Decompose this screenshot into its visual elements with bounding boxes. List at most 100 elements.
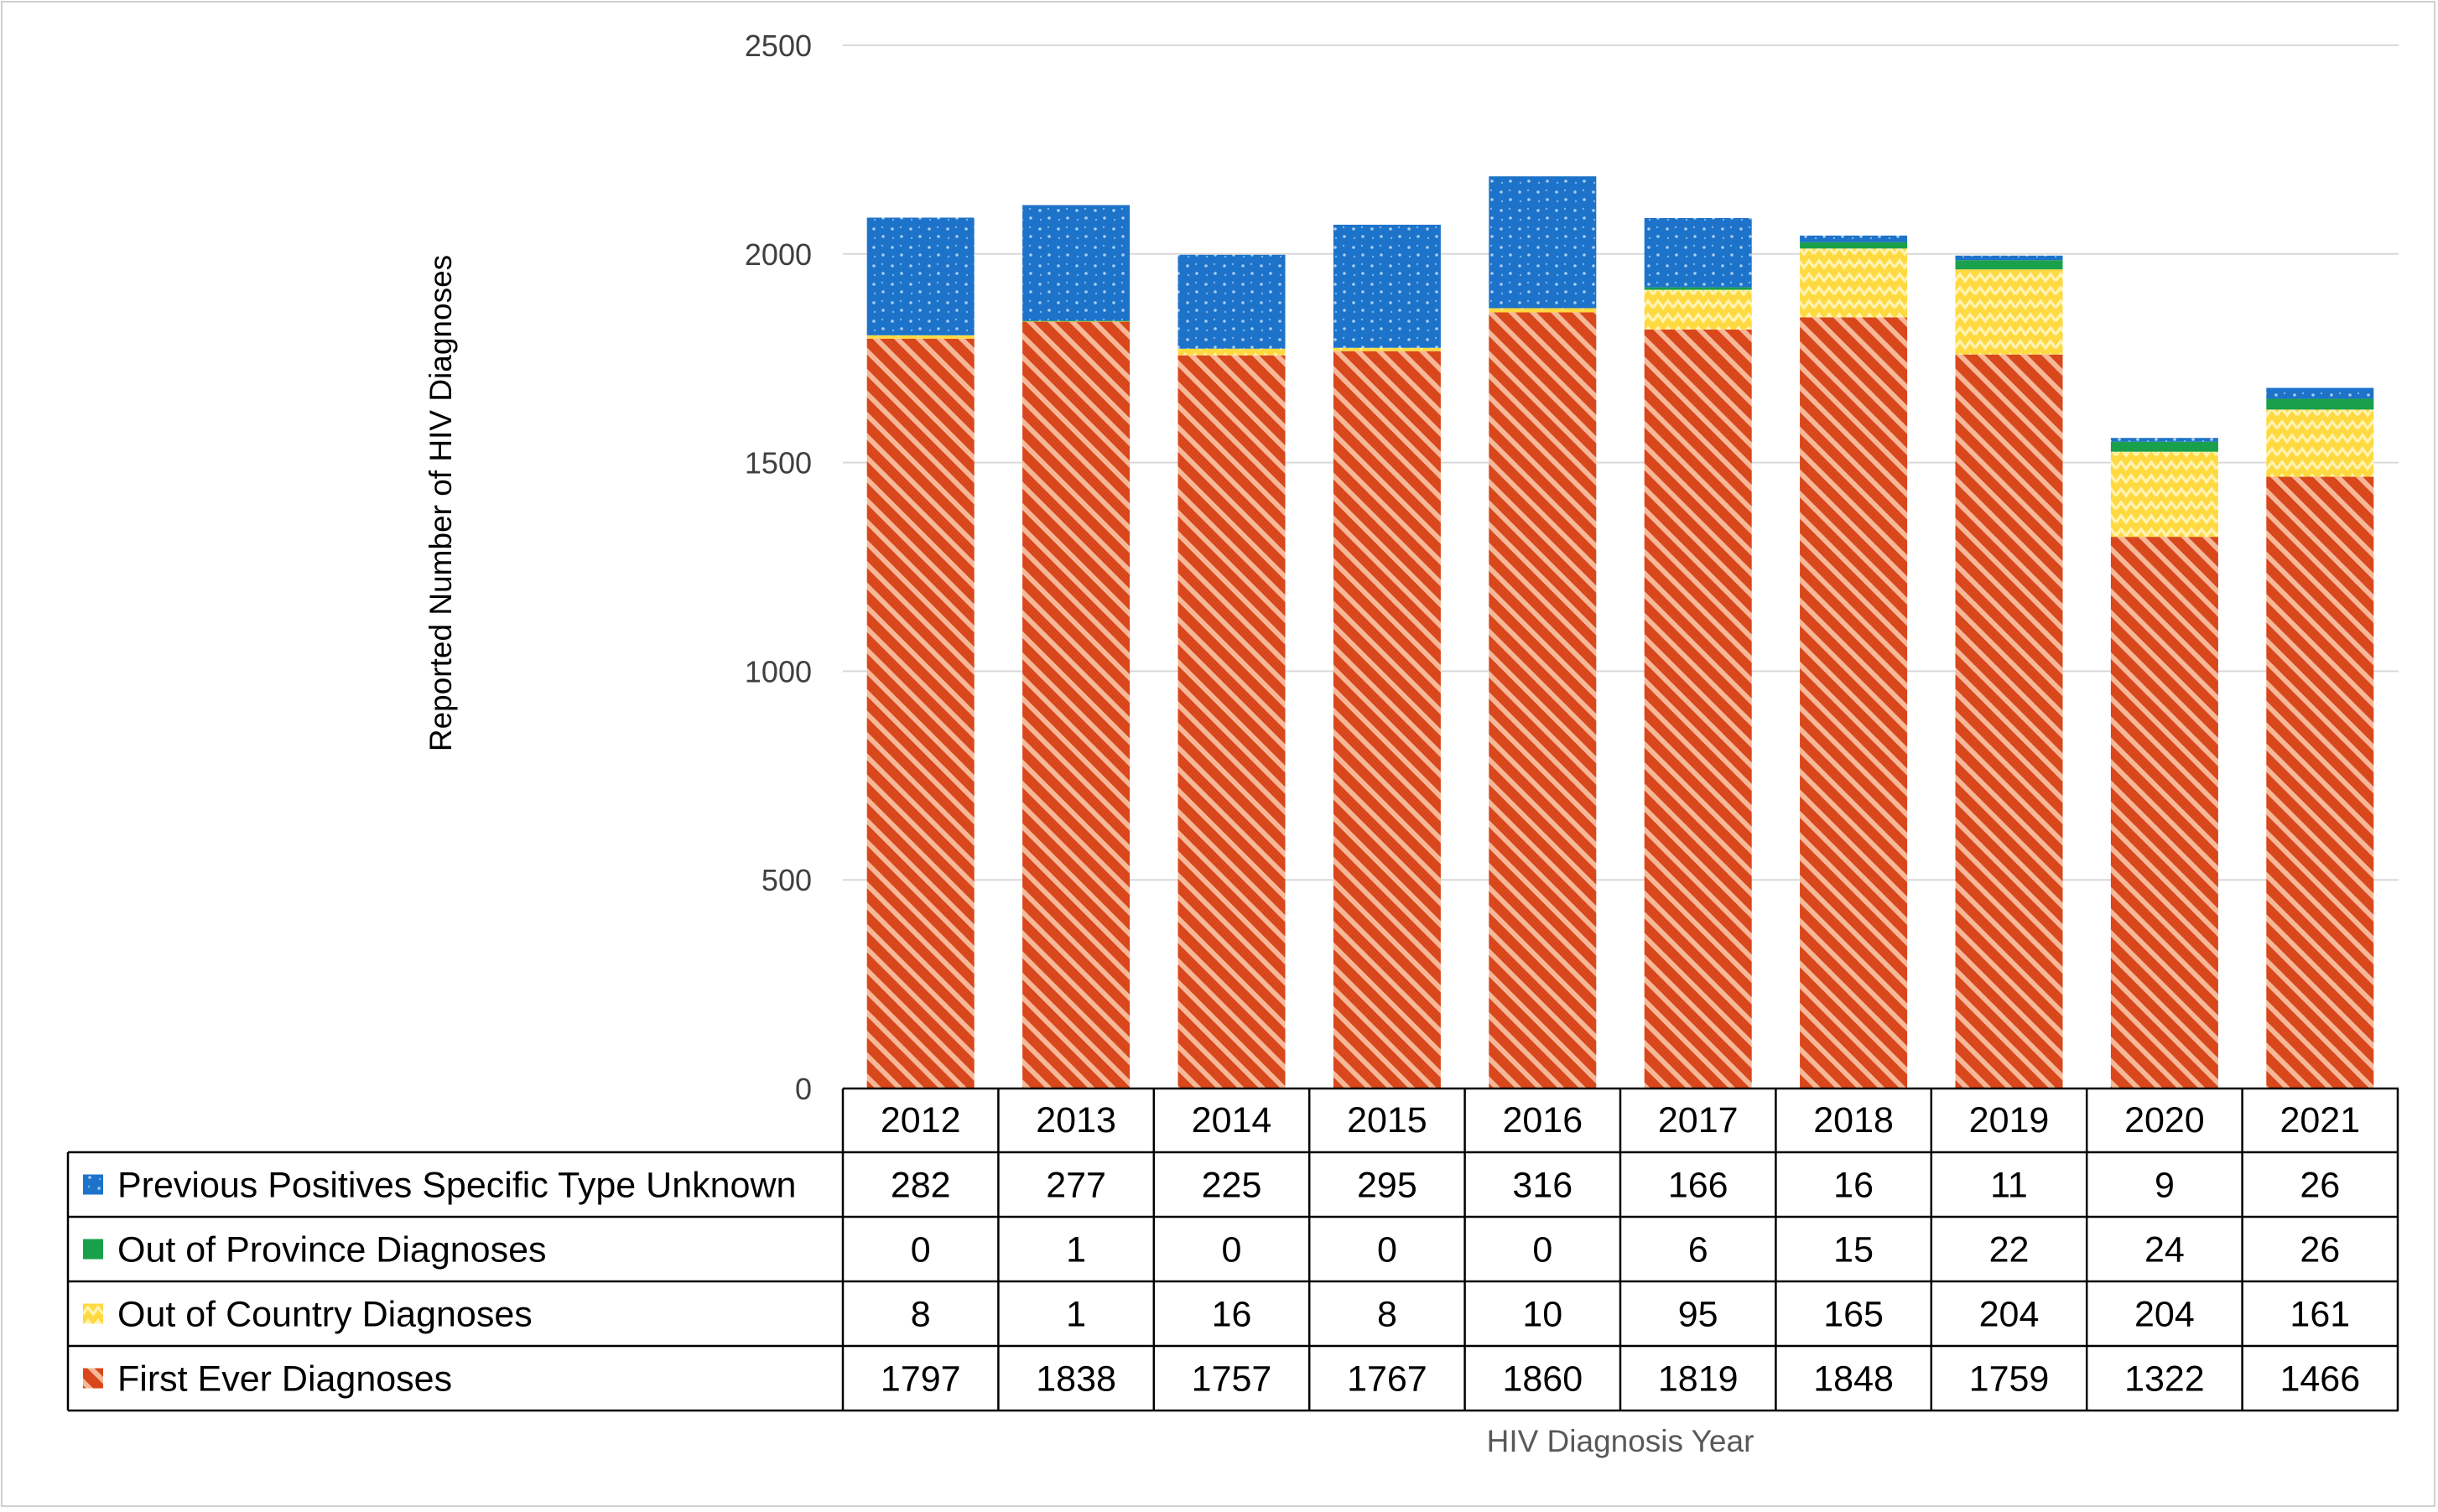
table-cell-value: 1838 [1036,1359,1116,1400]
table-cell-value: 165 [1823,1295,1884,1335]
table-cell-value: 1757 [1192,1359,1272,1400]
table-cell-value: 1860 [1502,1359,1583,1400]
bar-out-of-country-diagnoses-2018 [1800,248,1908,318]
bar-previous-positives-specific-type-unknown-2016 [1489,176,1597,309]
table-cell-value: 166 [1668,1166,1728,1206]
bar-out-of-country-diagnoses-2019 [1955,269,2063,355]
bar-previous-positives-specific-type-unknown-2014 [1177,254,1286,349]
bar-previous-positives-specific-type-unknown-2017 [1644,218,1752,288]
bar-first-ever-diagnoses-2014 [1177,355,1286,1089]
table-cell-value: 1466 [2279,1359,2360,1400]
bar-previous-positives-specific-type-unknown-2021 [2266,387,2374,399]
table-cell-value: 0 [911,1230,931,1270]
y-tick-label: 500 [762,863,812,897]
data-table: 2012 2013 2014 2015 2016 2017 2018 2019 2020 2021… [66,1087,2399,1412]
bar-out-of-country-diagnoses-2012 [866,335,975,339]
y-axis-title: Reported Number of HIV Diagnoses [424,255,458,751]
table-cell-value: 282 [891,1166,951,1206]
table-cell-value: 11 [1990,1166,2028,1206]
table-cell-value: 1 [1066,1295,1086,1335]
table-cell-value: 161 [2290,1295,2350,1335]
bar-previous-positives-specific-type-unknown-2015 [1333,224,1441,348]
bar-out-of-country-diagnoses-2015 [1333,347,1441,351]
table-header-year: 2016 [1502,1100,1583,1140]
y-axis-ticks: 0 500 1000 1500 2000 2500 [745,29,812,1106]
table-cell-value: 8 [1377,1295,1397,1335]
bar-out-of-province-diagnoses-2013 [1022,320,1131,322]
bar-previous-positives-specific-type-unknown-2018 [1800,235,1908,242]
bar-first-ever-diagnoses-2017 [1644,329,1752,1089]
bar-out-of-province-diagnoses-2021 [2266,398,2374,410]
table-cell-value: 0 [1222,1230,1242,1270]
bar-first-ever-diagnoses-2019 [1955,354,2063,1089]
y-tick-label: 0 [795,1072,812,1106]
bar-first-ever-diagnoses-2018 [1800,317,1908,1089]
table-cell-value: 6 [1688,1230,1708,1270]
table-cell-value: 26 [2300,1230,2340,1270]
table-cell-value: 26 [2300,1166,2340,1206]
y-tick-label: 2000 [745,237,812,272]
bar-out-of-country-diagnoses-2021 [2266,409,2374,477]
table-cell-value: 24 [2144,1230,2185,1270]
bar-out-of-country-diagnoses-2014 [1177,348,1286,356]
bar-first-ever-diagnoses-2015 [1333,351,1441,1089]
y-tick-label: 2500 [745,29,812,63]
table-cell-value: 16 [1833,1166,1874,1206]
bar-out-of-province-diagnoses-2020 [2110,441,2218,452]
table-cell-value: 277 [1046,1166,1106,1206]
table-cell-value: 1759 [1969,1359,2050,1400]
bar-out-of-province-diagnoses-2017 [1644,287,1752,290]
bar-out-of-country-diagnoses-2017 [1644,289,1752,330]
table-header-year: 2014 [1192,1100,1272,1140]
table-cell-value: 225 [1202,1166,1262,1206]
table-cell-value: 0 [1532,1230,1552,1270]
y-tick-label: 1000 [745,654,812,688]
bar-first-ever-diagnoses-2013 [1022,321,1131,1089]
table-cell-value: 0 [1377,1230,1397,1270]
table-cell-value: 8 [911,1295,931,1335]
bar-previous-positives-specific-type-unknown-2012 [866,217,975,335]
legend-swatch-dots [83,1174,103,1195]
table-cell-value: 1322 [2124,1359,2205,1400]
legend-label: First Ever Diagnoses [117,1359,452,1400]
legend-label: Out of Province Diagnoses [117,1230,547,1270]
table-cell-value: 295 [1357,1166,1417,1206]
table-cell-value: 16 [1212,1295,1252,1335]
table-header-year: 2015 [1347,1100,1427,1140]
table-header-year: 2020 [2124,1100,2205,1140]
table-cell-value: 316 [1512,1166,1572,1206]
legend-label: Previous Positives Specific Type Unknown [117,1166,796,1206]
x-axis-title: HIV Diagnosis Year [1487,1424,1754,1458]
table-cell-value: 1 [1066,1230,1086,1270]
table-cell-value: 1819 [1658,1359,1739,1400]
table-header-year: 2013 [1036,1100,1116,1140]
bar-first-ever-diagnoses-2021 [2266,476,2374,1089]
bar-out-of-country-diagnoses-2016 [1489,308,1597,313]
bar-out-of-province-diagnoses-2019 [1955,260,2063,270]
bars [866,176,2374,1089]
table-header-year: 2021 [2279,1100,2360,1140]
legend-swatch-zigzag [83,1303,103,1324]
table-cell-value: 1767 [1347,1359,1427,1400]
bar-out-of-country-diagnoses-2020 [2110,451,2218,538]
table-cell-value: 1797 [881,1359,961,1400]
bar-out-of-province-diagnoses-2018 [1800,242,1908,249]
table-cell-value: 10 [1522,1295,1562,1335]
bar-first-ever-diagnoses-2012 [866,338,975,1089]
bar-first-ever-diagnoses-2016 [1489,312,1597,1089]
legend-label: Out of Country Diagnoses [117,1295,533,1335]
table-cell-value: 15 [1833,1230,1874,1270]
table-header-year: 2018 [1813,1100,1894,1140]
table-cell-value: 95 [1678,1295,1718,1335]
bar-previous-positives-specific-type-unknown-2013 [1022,205,1131,321]
legend-swatch-solid [83,1239,103,1260]
table-cell-value: 204 [1979,1295,2040,1335]
table-header-year: 2019 [1969,1100,2050,1140]
table-cell-value: 9 [2155,1166,2175,1206]
table-cell-value: 204 [2134,1295,2195,1335]
table-cell-value: 1848 [1813,1359,1894,1400]
table-cell-value: 22 [1989,1230,2030,1270]
y-tick-label: 1500 [745,446,812,481]
